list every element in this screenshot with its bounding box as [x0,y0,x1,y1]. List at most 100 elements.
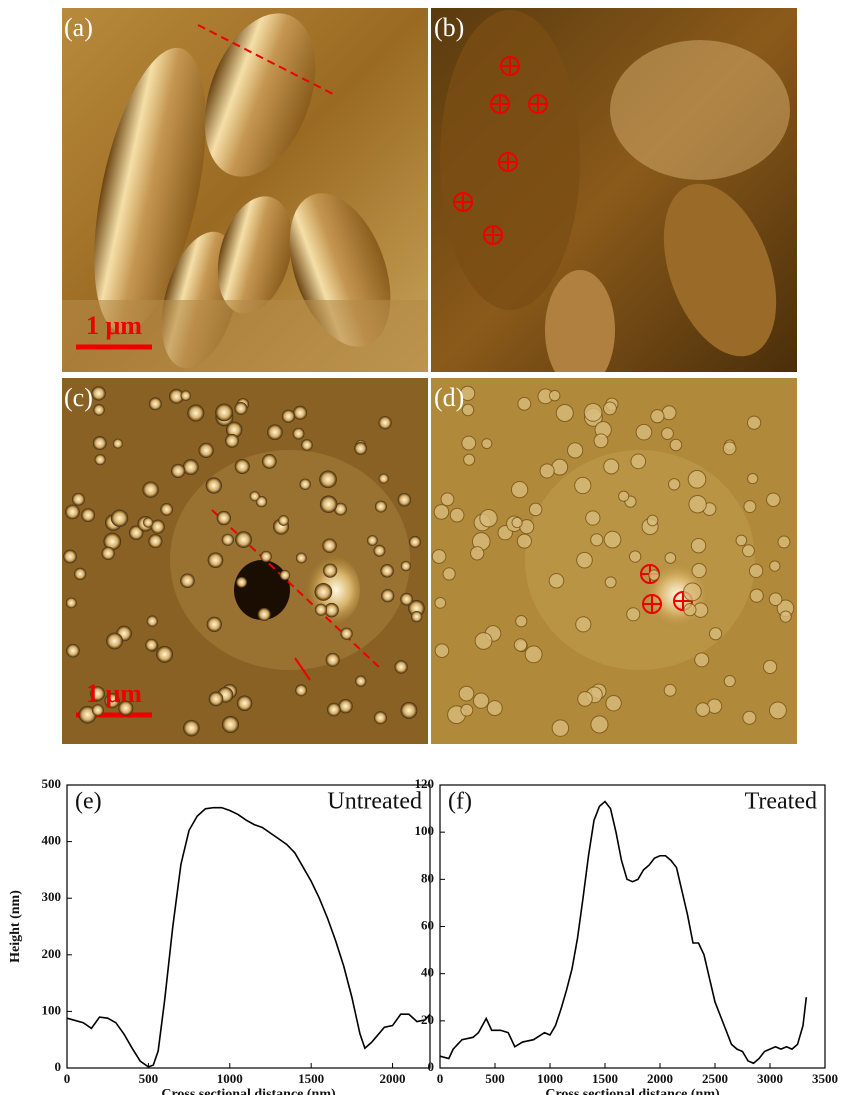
surface-bump [556,404,573,421]
surface-bump [381,589,394,602]
surface-bump [769,593,782,606]
surface-bump [322,538,336,552]
surface-bump [461,704,473,716]
profile-line [440,802,806,1064]
surface-bump [394,660,407,673]
surface-bump [260,551,271,562]
surface-bump [374,545,386,557]
surface-bump [375,501,387,513]
surface-bump [326,653,340,667]
y-tick-label: 60 [421,917,434,932]
surface-bump [323,563,337,577]
surface-bump [65,505,80,520]
surface-bump [750,589,763,602]
surface-bump [319,471,337,489]
surface-bump [222,534,234,546]
x-tick-label: 0 [64,1071,71,1086]
plot-frame [67,785,430,1068]
surface-bump [401,561,411,571]
surface-bump [709,628,721,640]
scale-bar-label: 1 μm [86,311,142,340]
surface-bump [293,406,307,420]
surface-bump [568,443,583,458]
surface-bump [280,570,290,580]
surface-bump [769,702,786,719]
surface-bump [665,553,676,564]
surface-bump [636,424,652,440]
surface-bump [767,493,781,507]
surface-bump [518,397,531,410]
surface-bump [603,402,616,415]
surface-bump [400,593,413,606]
surface-bump [147,616,158,627]
y-tick-label: 20 [421,1012,434,1027]
surface-bump [443,568,455,580]
surface-bump [525,646,542,663]
surface-bump [511,481,527,497]
surface-bump [149,397,162,410]
surface-bump [724,676,735,687]
surface-bump [409,536,421,548]
surface-bump [434,505,449,520]
surface-bump [748,473,758,483]
surface-bump [747,416,760,429]
surface-bump [723,442,736,455]
surface-bump [459,686,474,701]
surface-bump [604,459,619,474]
surface-bump [66,644,80,658]
afm-image-d [431,378,797,744]
surface-bump [692,563,706,577]
surface-bump [670,439,682,451]
y-tick-label: 40 [421,965,434,980]
surface-bump [749,564,762,577]
x-tick-label: 3500 [812,1071,838,1086]
surface-bump [695,653,709,667]
surface-bump [473,693,488,708]
x-tick-label: 500 [485,1071,505,1086]
surface-bump [464,454,475,465]
surface-bump [577,552,593,568]
surface-bump [222,716,239,733]
surface-bump [763,660,776,673]
surface-bump [74,568,86,580]
surface-bump [72,493,85,506]
surface-bump [552,720,569,737]
y-tick-label: 400 [42,833,62,848]
surface-bump [180,390,190,400]
surface-bump [487,701,502,716]
surface-bump [529,503,542,516]
surface-bump [293,428,305,440]
surface-bump [435,644,449,658]
surface-bump [183,720,200,737]
surface-bump [296,553,307,564]
x-tick-label: 2000 [380,1071,406,1086]
afm-image-b [431,8,798,390]
surface-bump [586,511,600,525]
y-tick-label: 80 [421,870,434,885]
surface-bump [770,561,780,571]
surface-bump [576,617,591,632]
surface-bump [225,434,239,448]
x-tick-label: 1000 [537,1071,563,1086]
panel-label: (a) [64,13,93,42]
surface-bump [631,454,646,469]
surface-bump [482,439,492,449]
surface-bump [411,611,422,622]
annotation: Untreated [327,789,422,815]
surface-bump [237,696,252,711]
surface-bump [142,481,158,497]
surface-bump [171,464,185,478]
surface-bump [111,510,128,527]
y-tick-label: 0 [428,1059,435,1074]
x-tick-label: 1500 [298,1071,324,1086]
y-tick-label: 500 [42,776,62,791]
surface-bump [471,547,484,560]
y-tick-label: 120 [415,776,435,791]
surface-bump [475,633,492,650]
surface-bump [354,442,367,455]
panel-label: (e) [75,789,102,815]
surface-bump [91,386,105,400]
surface-bump [591,716,608,733]
surface-bump [662,428,674,440]
surface-bump [689,496,706,513]
